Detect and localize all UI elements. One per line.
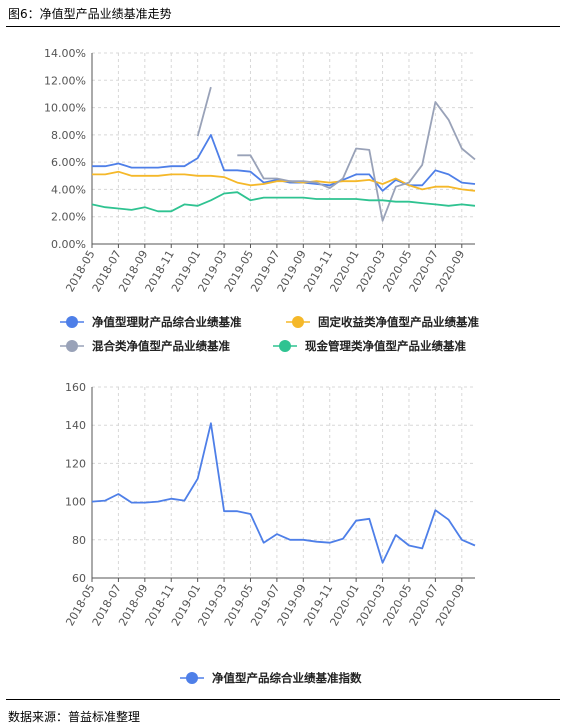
y-tick-label: 6.00% <box>51 156 86 169</box>
legend-label: 净值型理财产品综合业绩基准 <box>92 315 242 329</box>
legend-label: 净值型产品综合业绩基准指数 <box>212 671 362 685</box>
y-tick-label: 10.00% <box>44 102 86 115</box>
series-line <box>196 86 476 222</box>
y-tick-label: 60 <box>72 572 86 585</box>
y-tick-label: 100 <box>65 496 86 509</box>
y-tick-label: 80 <box>72 534 86 547</box>
series-line <box>91 191 476 213</box>
y-tick-label: 12.00% <box>44 74 86 87</box>
series-line <box>91 422 476 564</box>
figure-title: 图6：净值型产品业绩基准走势 <box>8 7 172 21</box>
legend-marker <box>186 672 198 684</box>
y-tick-label: 0.00% <box>51 238 86 251</box>
lower-line-chart: 60801001201401602018-052018-072018-09201… <box>63 381 476 685</box>
y-tick-label: 8.00% <box>51 129 86 142</box>
y-tick-label: 2.00% <box>51 211 86 224</box>
legend-marker <box>279 340 291 352</box>
upper-line-chart: 0.00% 2.00% 4.00% 6.00% 8.00% 10.00% 12.00% 14.… <box>44 47 479 353</box>
y-tick-label: 140 <box>65 419 86 432</box>
series-line <box>92 134 476 192</box>
y-tick-label: 160 <box>65 381 86 394</box>
legend-label: 现金管理类净值型产品业绩基准 <box>305 339 466 353</box>
legend-label: 混合类净值型产品业绩基准 <box>92 339 230 353</box>
top-rule <box>6 26 560 27</box>
series-line <box>92 170 476 192</box>
data-source-note: 数据来源：普益标准整理 <box>8 710 141 724</box>
y-tick-label: 14.00% <box>44 47 86 60</box>
bottom-rule <box>6 699 560 700</box>
y-tick-label: 4.00% <box>51 183 86 196</box>
legend-marker <box>292 316 304 328</box>
legend-label: 固定收益类净值型产品业绩基准 <box>318 315 479 329</box>
y-tick-label: 120 <box>65 457 86 470</box>
legend-marker <box>66 340 78 352</box>
legend-marker <box>66 316 78 328</box>
